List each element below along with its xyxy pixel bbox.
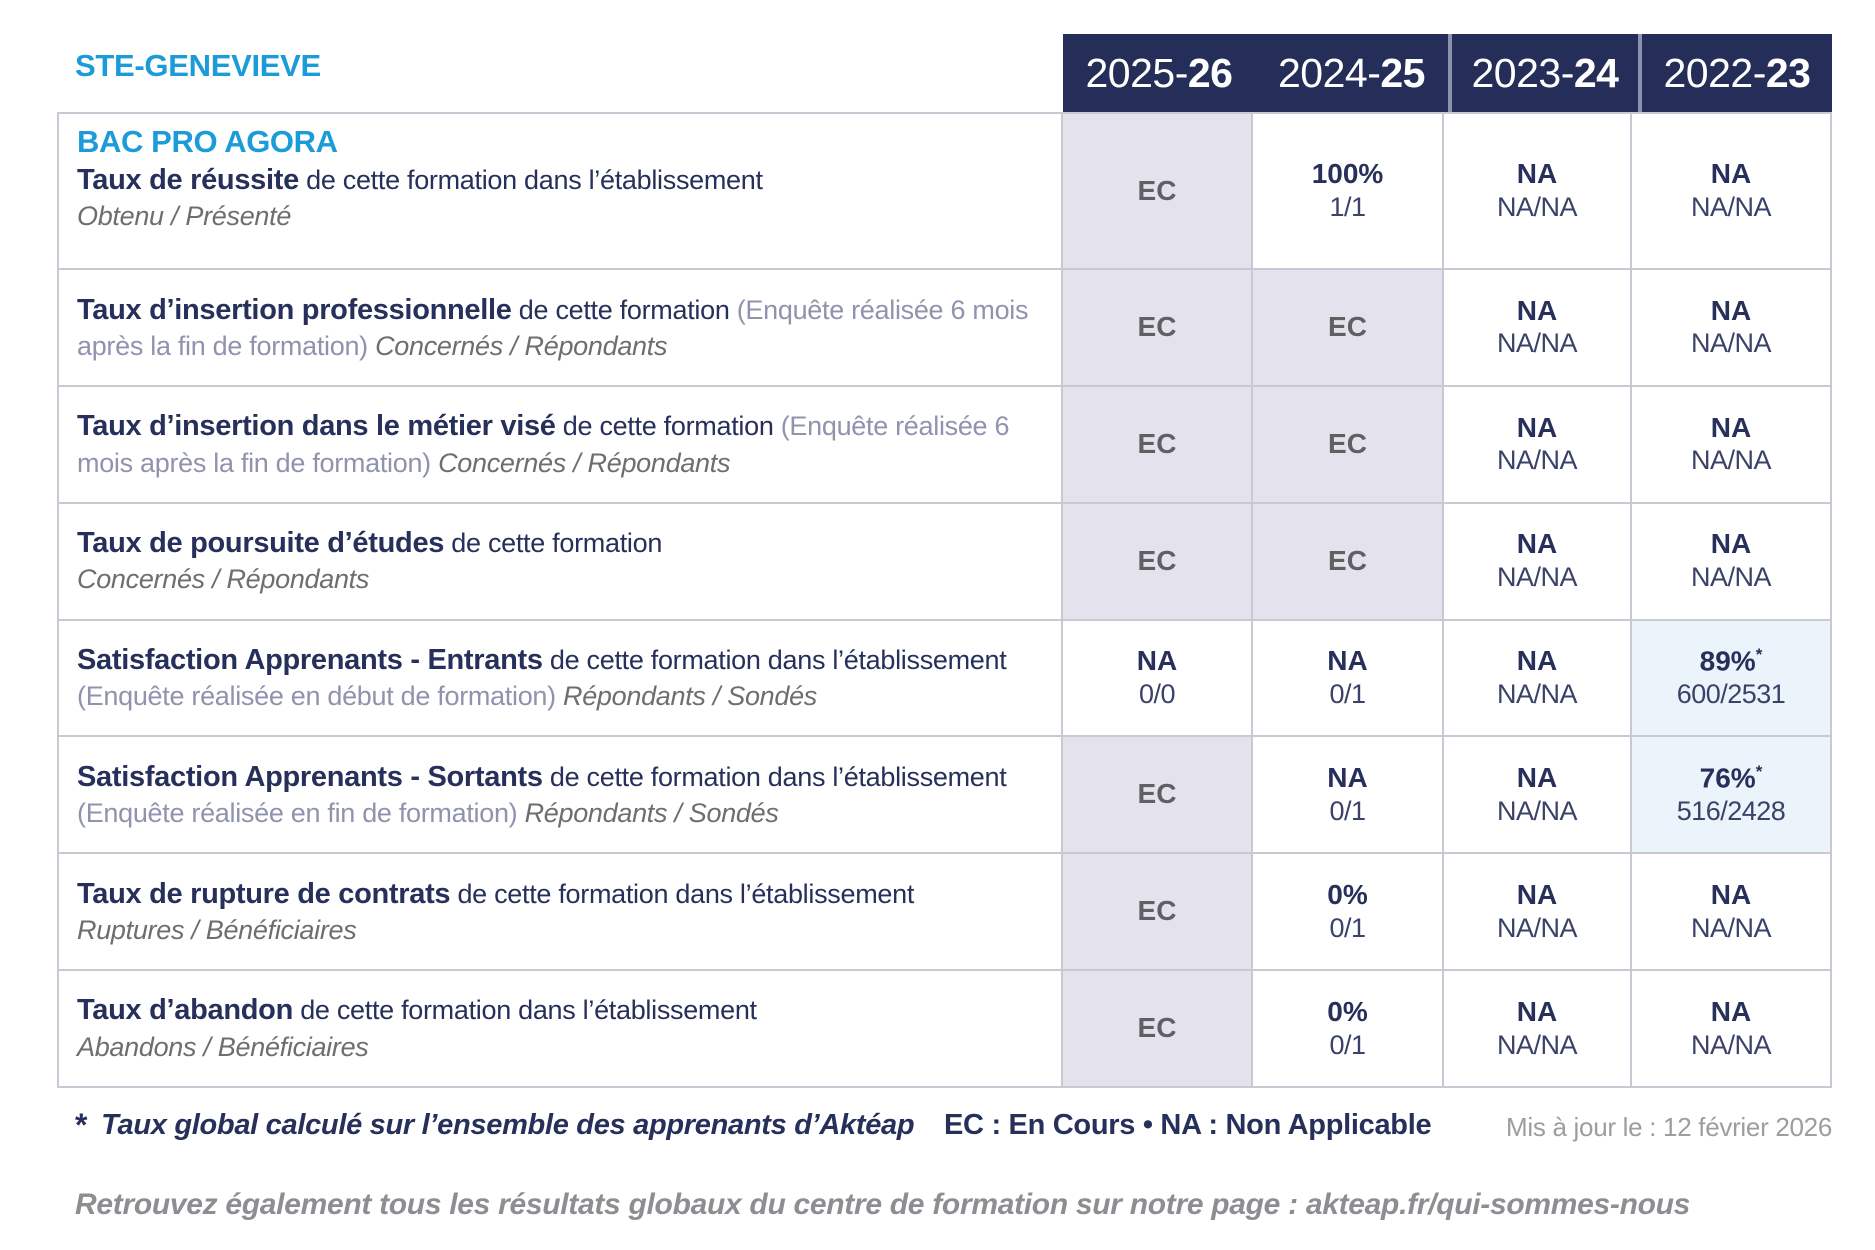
cell-2022-23: 89%* 600/2531 xyxy=(1630,620,1830,736)
cell-2022-23: NA NA/NA xyxy=(1630,971,1830,1087)
row-label: Satisfaction Apprenants - Entrants de ce… xyxy=(59,621,1061,736)
row-label-text: Taux d’insertion professionnelle de cett… xyxy=(77,293,1029,361)
cell-2022-23: NA NA/NA xyxy=(1630,854,1830,970)
abbreviation-legend: EC : En Cours • NA : Non Applicable xyxy=(944,1109,1432,1141)
cell-2025-26: EC xyxy=(1061,737,1251,853)
row-label: Taux d’abandon de cette formation dans l… xyxy=(59,971,1061,1086)
table-row-insertion-metier: Taux d’insertion dans le métier visé de … xyxy=(59,384,1830,502)
table-row-insertion-professionnelle: Taux d’insertion professionnelle de cett… xyxy=(59,268,1830,385)
cell-2024-25: 100% 1/1 xyxy=(1251,114,1442,268)
table-row-satisfaction-entrants: Satisfaction Apprenants - Entrants de ce… xyxy=(59,618,1830,736)
row-label: Taux d’insertion professionnelle de cett… xyxy=(59,270,1061,385)
cell-2022-23: NA NA/NA xyxy=(1630,114,1830,268)
cell-2025-26: NA 0/0 xyxy=(1061,620,1251,736)
row-label-text: Taux d’insertion dans le métier visé de … xyxy=(77,410,1010,478)
cell-2023-24: NA NA/NA xyxy=(1442,971,1630,1087)
last-updated-date: Mis à jour le : 12 février 2026 xyxy=(1506,1112,1832,1142)
results-table: BAC PRO AGORA Taux de réussite de cette … xyxy=(57,112,1832,1088)
cell-2023-24: NA NA/NA xyxy=(1442,854,1630,970)
cell-2023-24: NA NA/NA xyxy=(1442,114,1630,268)
row-label: BAC PRO AGORA Taux de réussite de cette … xyxy=(59,114,1061,268)
row-label: Taux d’insertion dans le métier visé de … xyxy=(59,387,1061,502)
row-sublabel: Abandons / Bénéficiaires xyxy=(77,1031,369,1062)
cell-2023-24: NA NA/NA xyxy=(1442,620,1630,736)
cell-2024-25: EC xyxy=(1251,386,1442,502)
cell-2022-23: NA NA/NA xyxy=(1630,503,1830,619)
cell-2023-24: NA NA/NA xyxy=(1442,503,1630,619)
row-sublabel: Ruptures / Bénéficiaires xyxy=(77,914,357,945)
table-row-abandon: Taux d’abandon de cette formation dans l… xyxy=(59,969,1830,1087)
cell-2025-26: EC xyxy=(1061,971,1251,1087)
table-row-rupture-contrats: Taux de rupture de contrats de cette for… xyxy=(59,852,1830,970)
cell-2023-24: NA NA/NA xyxy=(1442,737,1630,853)
cell-2025-26: EC xyxy=(1061,854,1251,970)
row-label-text: Taux de rupture de contrats de cette for… xyxy=(77,877,915,910)
table-row-taux-reussite: BAC PRO AGORA Taux de réussite de cette … xyxy=(59,114,1830,268)
cell-2025-26: EC xyxy=(1061,270,1251,385)
year-column-2025-26: 2025- 26 xyxy=(1063,34,1255,112)
footnote: * Taux global calculé sur l’ensemble des … xyxy=(75,1107,915,1143)
year-header: 2025- 26 2024- 25 2023- 24 2022- 23 xyxy=(1063,34,1832,112)
row-sublabel: Concernés / Répondants xyxy=(77,564,370,595)
cell-2024-25: EC xyxy=(1251,270,1442,385)
asterisk-icon: * xyxy=(75,1107,88,1143)
cell-2024-25: EC xyxy=(1251,503,1442,619)
cell-2024-25: NA 0/1 xyxy=(1251,737,1442,853)
table-row-satisfaction-sortants: Satisfaction Apprenants - Sortants de ce… xyxy=(59,735,1830,853)
row-label-text: Taux de poursuite d’études de cette form… xyxy=(77,527,663,560)
cell-2024-25: NA 0/1 xyxy=(1251,620,1442,736)
cell-2023-24: NA NA/NA xyxy=(1442,386,1630,502)
row-label: Satisfaction Apprenants - Sortants de ce… xyxy=(59,737,1061,852)
table-row-poursuite-etudes: Taux de poursuite d’études de cette form… xyxy=(59,501,1830,619)
year-column-2023-24: 2023- 24 xyxy=(1448,34,1638,112)
row-label: Taux de poursuite d’études de cette form… xyxy=(59,504,1061,619)
row-label-text: Taux d’abandon de cette formation dans l… xyxy=(77,994,757,1027)
year-column-2022-23: 2022- 23 xyxy=(1638,34,1832,112)
cell-2025-26: EC xyxy=(1061,503,1251,619)
bottom-note: Retrouvez également tous les résultats g… xyxy=(75,1188,1691,1221)
program-title: BAC PRO AGORA xyxy=(77,124,338,159)
cell-2022-23: NA NA/NA xyxy=(1630,386,1830,502)
cell-2022-23: 76%* 516/2428 xyxy=(1630,737,1830,853)
row-label-text: Satisfaction Apprenants - Entrants de ce… xyxy=(77,644,1007,712)
cell-2023-24: NA NA/NA xyxy=(1442,270,1630,385)
site-title: STE-GENEVIEVE xyxy=(75,48,321,83)
cell-2024-25: 0% 0/1 xyxy=(1251,971,1442,1087)
cell-2025-26: EC xyxy=(1061,114,1251,268)
cell-2022-23: NA NA/NA xyxy=(1630,270,1830,385)
row-sublabel: Obtenu / Présenté xyxy=(77,201,292,232)
year-column-2024-25: 2024- 25 xyxy=(1255,34,1448,112)
row-label: Taux de rupture de contrats de cette for… xyxy=(59,854,1061,969)
row-label-text: Taux de réussite de cette formation dans… xyxy=(77,164,763,196)
cell-2025-26: EC xyxy=(1061,386,1251,502)
cell-2024-25: 0% 0/1 xyxy=(1251,854,1442,970)
row-label-text: Satisfaction Apprenants - Sortants de ce… xyxy=(77,761,1007,829)
